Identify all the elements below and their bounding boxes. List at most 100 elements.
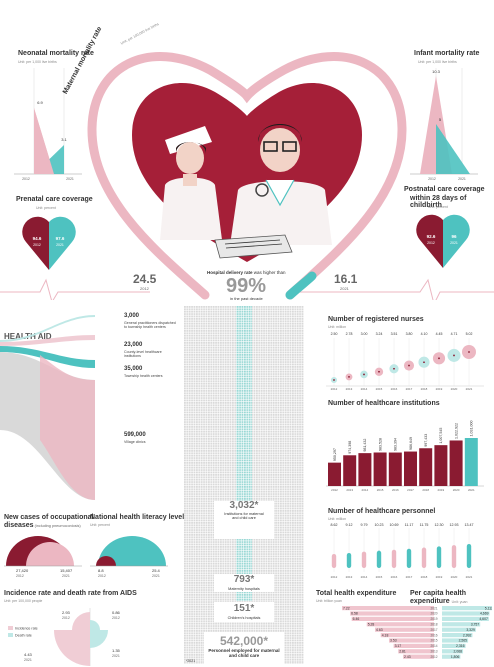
center-pers-label: Personnel employed for maternal and chil… <box>208 648 280 658</box>
prenatal-value-2012: 94.6 <box>33 236 42 241</box>
the-label-2020: 6.58 <box>351 612 358 616</box>
occupational-arc-2021 <box>26 542 74 566</box>
center-inst-value: 3,032* <box>229 500 259 511</box>
nurses-dot-2013 <box>348 375 350 378</box>
personnel-label-2018: 11.75 <box>420 523 429 527</box>
exp-year-2016: 2016 <box>430 633 437 637</box>
personnel-x-2013: 2013 <box>346 575 353 579</box>
the-bar-2019 <box>351 616 434 621</box>
the-bar-2020 <box>350 611 434 616</box>
exp-year-2019: 2019 <box>430 617 437 621</box>
literacy-arc-2021 <box>98 536 166 566</box>
personnel-bar-2017 <box>406 548 412 568</box>
infant-value-2021: 5 <box>439 117 442 122</box>
pce-bar-2014 <box>442 643 466 648</box>
the-bar-2017 <box>375 627 434 632</box>
neonatal-title: Neonatal mortality rate <box>18 50 94 57</box>
occupational-title-2: diseases <box>4 522 34 529</box>
pce-label-2019: 4,607 <box>479 617 488 621</box>
personnel-label-2019: 12.30 <box>435 523 444 527</box>
health-aid-label-3: Village clinics <box>124 440 146 444</box>
expenditure-chart: 7.22 2021 6.58 2020 6.46 2019 5.28 2018 4.63 2017… <box>342 606 492 659</box>
exp-year-2015: 2015 <box>430 639 437 643</box>
pce-bar-2016 <box>442 633 473 638</box>
aids-title: Incidence rate and death rate from AIDS <box>4 590 137 597</box>
instrument-tray <box>214 234 293 259</box>
pce-label-2015: 2,565 <box>459 639 468 643</box>
center-mat-value: 793* <box>233 574 255 585</box>
pce-bar-2019 <box>442 616 489 621</box>
institutions-x-2019: 2019 <box>438 488 445 492</box>
nurses-dot-2021 <box>468 351 470 353</box>
maternal-year-2012: 2012 <box>140 286 149 291</box>
center-teal-bar <box>236 306 252 501</box>
maternal-value-2021: 16.1 <box>334 272 358 286</box>
pce-label-2017: 3,329 <box>466 628 475 632</box>
aids-inc-2012 <box>72 612 90 630</box>
aids-death-2012-label: 0.86 <box>112 610 121 615</box>
the-label-2016: 4.18 <box>382 633 389 637</box>
pce-unit: Unit: yuan <box>451 600 468 604</box>
nurses-label-2013: 2.78 <box>346 332 353 336</box>
postnatal-value-2021: 96 <box>451 234 457 239</box>
institutions-x-2018: 2018 <box>422 488 429 492</box>
pce-bar-2021 <box>442 606 492 611</box>
institutions-label-2020: 1,022,922 <box>454 423 458 439</box>
health-aid-label-1: County-level healthcare institutions <box>124 350 162 358</box>
infant-chart: 10.3 5 2012 2021 <box>410 68 478 181</box>
postnatal-year-2012: 2012 <box>427 241 435 245</box>
postnatal-value-2012: 92.6 <box>427 234 436 239</box>
center-child-label: Children's hospitals <box>227 616 261 620</box>
nurses-x-2015: 2015 <box>376 387 383 390</box>
prenatal-heart: 94.6 2012 97.6 2021 <box>22 216 76 270</box>
occupational-chart: 27,420 2012 15,407 2021 <box>4 536 82 578</box>
hospital-delivery-percent: 99% <box>226 275 267 297</box>
the-bar-2014 <box>393 643 434 648</box>
exp-year-2020: 2020 <box>430 612 437 616</box>
aids-inc-2021 <box>54 630 90 666</box>
nurses-chart: 2.50 2012 2.78 2013 3.00 2014 3.24 2015 3.51 2016… <box>326 332 484 390</box>
doctor-figure <box>230 124 332 245</box>
nurses-label-2019: 4.45 <box>436 332 443 336</box>
aids-year-2012-right: 2012 <box>112 616 120 620</box>
institutions-label-2016: 983,394 <box>394 438 398 451</box>
aids-year-2012-left: 2012 <box>62 616 70 620</box>
institutions-x-2015: 2015 <box>377 488 384 492</box>
nurses-title: Number of registered nurses <box>328 316 424 323</box>
personnel-x-2021: 2021 <box>466 575 473 579</box>
institutions-label-2015: 983,528 <box>378 438 382 451</box>
personnel-x-2012: 2012 <box>331 575 338 579</box>
institutions-label-2019: 1,007,545 <box>439 428 443 444</box>
exp-year-2017: 2017 <box>430 628 437 632</box>
the-label-2018: 5.28 <box>368 623 375 627</box>
nurses-x-2014: 2014 <box>361 387 368 390</box>
pce-label-2013: 2,068 <box>454 650 463 654</box>
health-aid-flow <box>0 315 95 500</box>
institutions-x-2021: 2021 <box>468 488 475 492</box>
pce-label-2012: 1,806 <box>451 655 460 659</box>
heartbeat-line <box>0 278 150 300</box>
personnel-x-2018: 2018 <box>421 575 428 579</box>
institutions-title: Number of healthcare institutions <box>328 400 440 407</box>
aids-inc-2021-label: 4.43 <box>24 652 33 657</box>
health-aid-value-2: 35,000 <box>124 366 143 372</box>
center-mat-label: Maternity hospitals <box>228 587 260 591</box>
literacy-title: National health literacy level <box>90 514 185 521</box>
literacy-arc-2012 <box>96 556 116 566</box>
personnel-label-2014: 9.79 <box>361 523 368 527</box>
pce-title-2: expenditure <box>410 598 450 605</box>
nurses-label-2021: 5.02 <box>466 332 473 336</box>
institutions-bar-2015 <box>373 452 387 486</box>
institutions-bar-2020 <box>449 440 463 486</box>
institutions-bar-2012 <box>328 462 341 486</box>
institutions-bar-2017 <box>404 451 417 486</box>
literacy-year-2021: 2021 <box>152 574 160 578</box>
center-child-value: 151* <box>233 603 255 614</box>
institutions-label-2013: 974,398 <box>348 441 352 454</box>
health-aid-value-1: 23,000 <box>124 342 143 348</box>
infant-area-2021 <box>436 124 470 174</box>
institutions-bar-2014 <box>358 453 372 486</box>
nurses-dot-2018 <box>423 361 425 364</box>
neonatal-chart: 6.9 3.1 2012 2021 <box>14 68 82 181</box>
literacy-value-2021: 25.4 <box>152 568 161 573</box>
